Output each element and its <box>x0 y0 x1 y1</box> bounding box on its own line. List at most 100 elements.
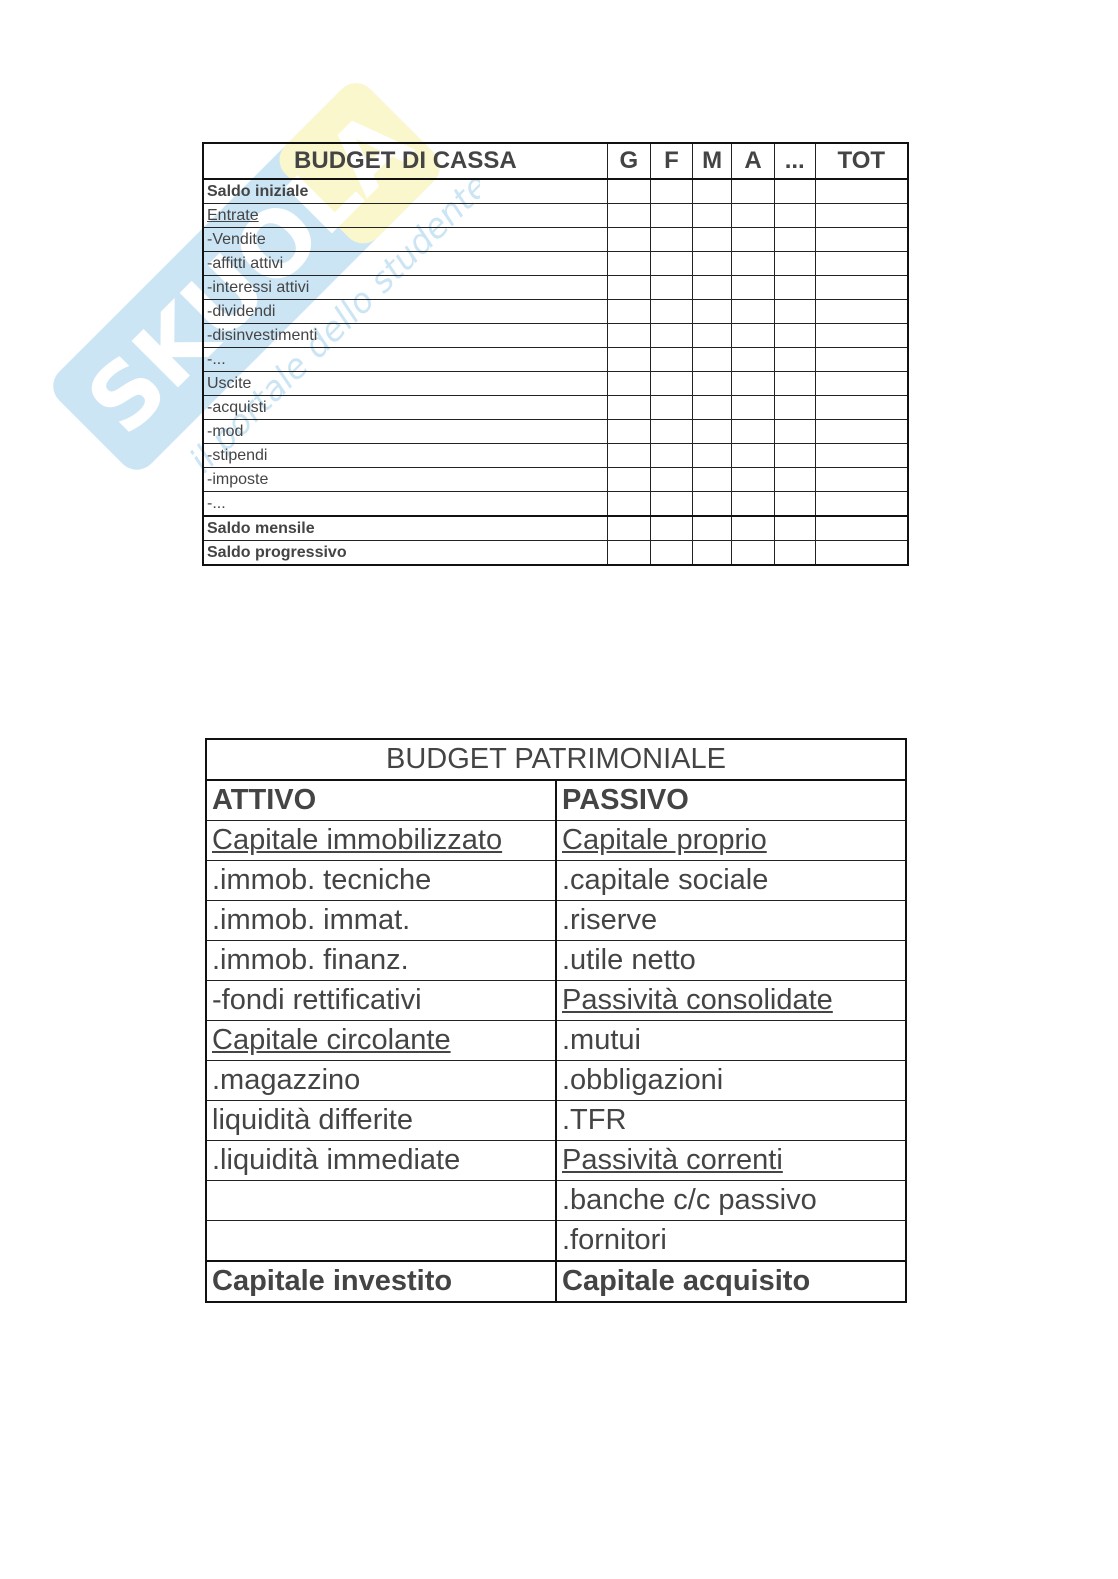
empty-cell <box>773 540 816 566</box>
attivo-cell: .immob. tecniche <box>205 860 557 901</box>
table-row: liquidità differite .TFR <box>205 1100 907 1141</box>
table-row: -Vendite <box>202 227 909 252</box>
empty-cell <box>731 275 775 300</box>
attivo-cell: liquidità differite <box>205 1100 557 1141</box>
table-row: Capitale immobilizzato Capitale proprio <box>205 820 907 861</box>
empty-cell <box>692 299 733 324</box>
empty-cell <box>731 395 775 420</box>
passivo-cell: .riserve <box>555 900 907 941</box>
row-label: -acquisti <box>202 395 608 420</box>
attivo-cell <box>205 1180 557 1221</box>
table-row: -acquisti <box>202 395 909 420</box>
empty-cell <box>773 443 816 468</box>
passivo-cell: .TFR <box>555 1100 907 1141</box>
empty-cell <box>649 323 694 348</box>
table-row: -... <box>202 347 909 372</box>
empty-cell <box>773 467 816 492</box>
empty-cell <box>814 419 909 444</box>
empty-cell <box>692 443 733 468</box>
row-label: -affitti attivi <box>202 251 608 276</box>
empty-cell <box>731 227 775 252</box>
empty-cell <box>731 251 775 276</box>
empty-cell <box>606 203 651 228</box>
cell-text: Passività consolidate <box>562 984 833 1016</box>
empty-cell <box>814 178 909 204</box>
empty-cell <box>814 251 909 276</box>
header-row: ATTIVO PASSIVO <box>205 779 907 821</box>
empty-cell <box>814 299 909 324</box>
row-label-text: Entrate <box>207 206 259 224</box>
empty-cell <box>814 227 909 252</box>
attivo-cell: Capitale circolante <box>205 1020 557 1061</box>
empty-cell <box>649 275 694 300</box>
row-label: Entrate <box>202 203 608 228</box>
table-row: -dividendi <box>202 299 909 324</box>
row-label: -interessi attivi <box>202 275 608 300</box>
table-row: -stipendi <box>202 443 909 468</box>
empty-cell <box>731 347 775 372</box>
attivo-cell: .liquidità immediate <box>205 1140 557 1181</box>
empty-cell <box>692 203 733 228</box>
empty-cell <box>606 395 651 420</box>
row-label: -Vendite <box>202 227 608 252</box>
empty-cell <box>773 323 816 348</box>
table-row: Uscite <box>202 371 909 396</box>
row-label: -stipendi <box>202 443 608 468</box>
column-header: F <box>649 142 694 180</box>
column-header: M <box>692 142 733 180</box>
empty-cell <box>692 347 733 372</box>
table-row: .liquidità immediate Passività correnti <box>205 1140 907 1181</box>
empty-cell <box>649 540 694 566</box>
table-row: -fondi rettificativi Passività consolidat… <box>205 980 907 1021</box>
row-label: -imposte <box>202 467 608 492</box>
empty-cell <box>692 251 733 276</box>
table-row: Saldo mensile <box>202 515 909 541</box>
empty-cell <box>649 371 694 396</box>
empty-cell <box>814 323 909 348</box>
empty-cell <box>606 275 651 300</box>
empty-cell <box>731 323 775 348</box>
empty-cell <box>692 491 733 517</box>
empty-cell <box>773 227 816 252</box>
capitale-acquisito: Capitale acquisito <box>555 1260 907 1303</box>
table-row: -mod <box>202 419 909 444</box>
empty-cell <box>814 515 909 541</box>
empty-cell <box>606 443 651 468</box>
column-header: G <box>606 142 651 180</box>
table-row: -interessi attivi <box>202 275 909 300</box>
empty-cell <box>606 323 651 348</box>
empty-cell <box>649 419 694 444</box>
row-label: -dividendi <box>202 299 608 324</box>
empty-cell <box>814 347 909 372</box>
empty-cell <box>649 395 694 420</box>
empty-cell <box>692 395 733 420</box>
empty-cell <box>773 515 816 541</box>
empty-cell <box>606 227 651 252</box>
column-header: A <box>731 142 775 180</box>
cell-text: Capitale immobilizzato <box>212 824 503 856</box>
attivo-cell: -fondi rettificativi <box>205 980 557 1021</box>
empty-cell <box>814 491 909 517</box>
column-header: TOT <box>814 142 909 180</box>
capitale-investito: Capitale investito <box>205 1260 557 1303</box>
table-row: -disinvestimenti <box>202 323 909 348</box>
empty-cell <box>773 299 816 324</box>
empty-cell <box>773 395 816 420</box>
empty-cell <box>692 515 733 541</box>
table-header-row: BUDGET DI CASSA G F M A... TOT <box>202 142 909 180</box>
table-row: .banche c/c passivo <box>205 1180 907 1221</box>
passivo-cell: Passività correnti <box>555 1140 907 1181</box>
empty-cell <box>692 467 733 492</box>
empty-cell <box>814 275 909 300</box>
row-label: Saldo progressivo <box>202 540 608 566</box>
passivo-cell: Capitale proprio <box>555 820 907 861</box>
row-label: -... <box>202 491 608 517</box>
empty-cell <box>692 540 733 566</box>
row-label: Saldo iniziale <box>202 178 608 204</box>
empty-cell <box>731 443 775 468</box>
empty-cell <box>606 540 651 566</box>
empty-cell <box>649 467 694 492</box>
empty-cell <box>692 419 733 444</box>
empty-cell <box>731 515 775 541</box>
